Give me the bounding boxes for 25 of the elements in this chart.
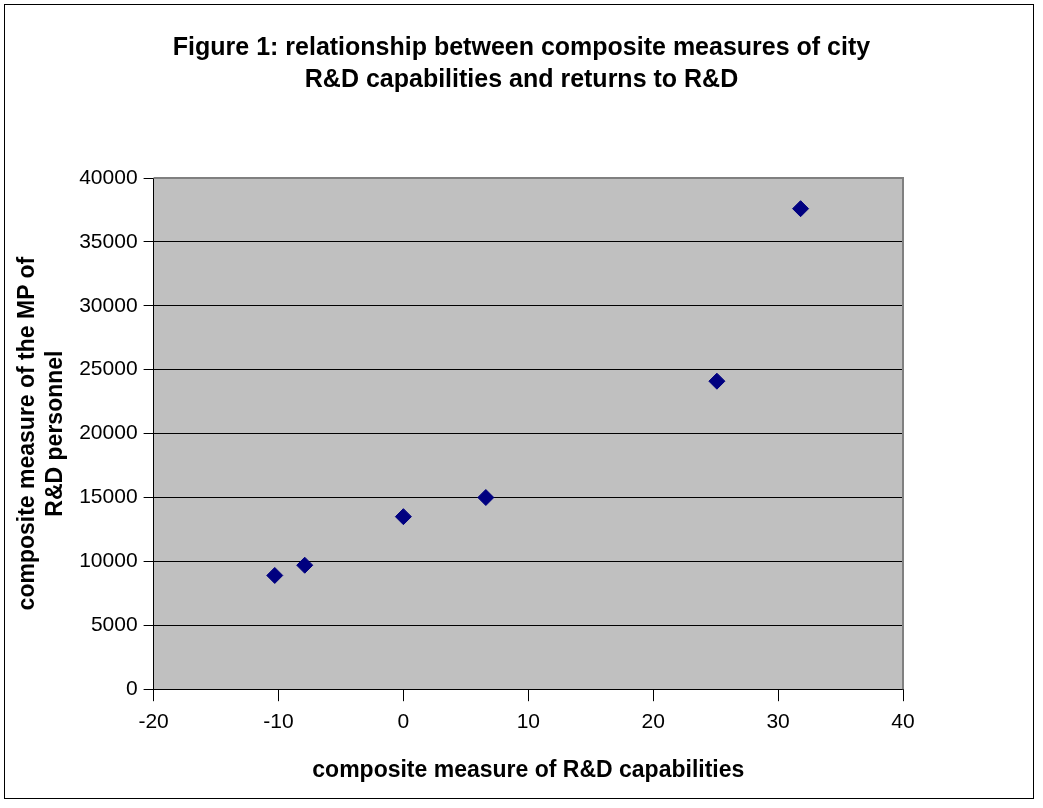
y-tick-label: 30000: [79, 292, 138, 316]
point: [296, 556, 314, 574]
x-tick-label: 20: [641, 708, 665, 732]
x-tick-label: 10: [516, 708, 540, 732]
chart-title: Figure 1: relationship between composite measures of city R&D capabilities and returns to R&D: [171, 31, 872, 94]
point: [266, 566, 284, 584]
x-tick-label: -10: [263, 708, 294, 732]
y-tick-label: 0: [125, 676, 138, 699]
x-axis-title: composite measure of R&D capabilities: [312, 755, 745, 782]
y-tick-label: 15000: [79, 484, 138, 508]
y-tick-label: 35000: [79, 228, 138, 252]
y-tick-label: 10000: [79, 548, 138, 572]
x-tick-label: 40: [891, 708, 915, 732]
point: [394, 508, 412, 526]
y-tick-label: 40000: [79, 164, 138, 188]
x-tick-label: -20: [138, 708, 169, 732]
x-tick-label: 30: [766, 708, 790, 732]
x-tick-label: 0: [397, 708, 410, 732]
y-tick-label: 25000: [79, 356, 138, 380]
y-tick-label: 5000: [90, 612, 138, 636]
y-tick-label: 20000: [79, 420, 138, 444]
point: [792, 200, 810, 218]
point: [477, 489, 495, 506]
point: [708, 372, 726, 390]
y-axis-title: composite measure of the MP of R&D personnel: [13, 256, 67, 611]
